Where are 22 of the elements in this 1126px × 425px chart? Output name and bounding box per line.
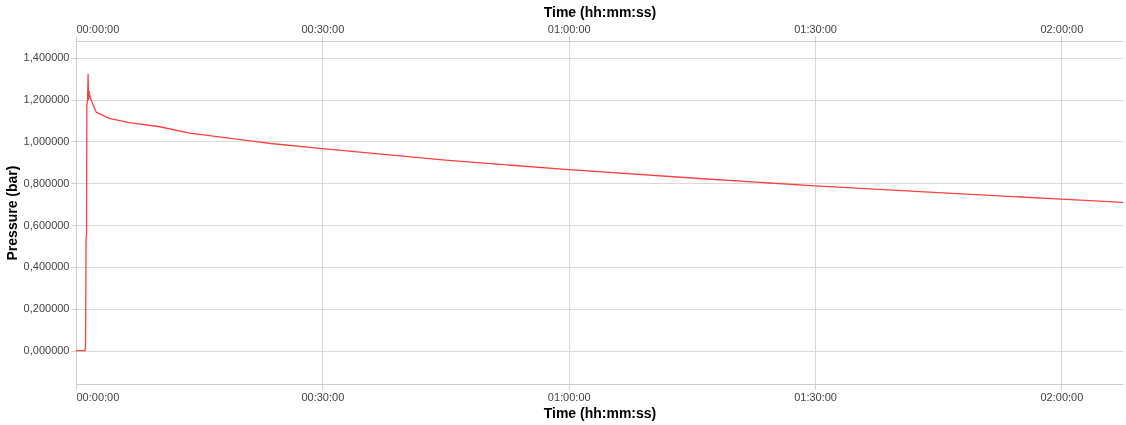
y-tick-label: 0,800000 (23, 176, 70, 189)
y-tick-label: 0,400000 (23, 260, 70, 273)
x-tick-label: 02:00:00 (1040, 390, 1084, 403)
x-tick-label: 00:00:00 (76, 390, 120, 403)
line-series (75, 73, 1124, 352)
y-tick-label: 1,000000 (23, 134, 70, 147)
y-axis-title: Pressure (bar) (3, 165, 20, 261)
x-tick-label: 00:30:00 (301, 390, 345, 403)
y-tick-label: 1,200000 (23, 93, 70, 106)
y-tick-label: 0,200000 (23, 302, 70, 315)
y-tick-label: 1,400000 (23, 51, 70, 64)
y-tick-label: 0,600000 (23, 218, 70, 231)
x2-tick-label: 02:00:00 (1040, 22, 1084, 35)
y-tick-label: 0,000000 (23, 344, 70, 357)
x2-axis-title: Time (hh:mm:ss) (543, 3, 657, 20)
x-tick-label: 01:00:00 (547, 390, 591, 403)
x-tick-label: 01:30:00 (794, 390, 837, 403)
x2-tick-label: 00:00:00 (76, 22, 120, 35)
x2-tick-label: 01:30:00 (794, 22, 837, 35)
x-axis-title: Time (hh:mm:ss) (543, 404, 657, 421)
x2-tick-label: 01:00:00 (547, 22, 591, 35)
x2-tick-label: 00:30:00 (301, 22, 345, 35)
